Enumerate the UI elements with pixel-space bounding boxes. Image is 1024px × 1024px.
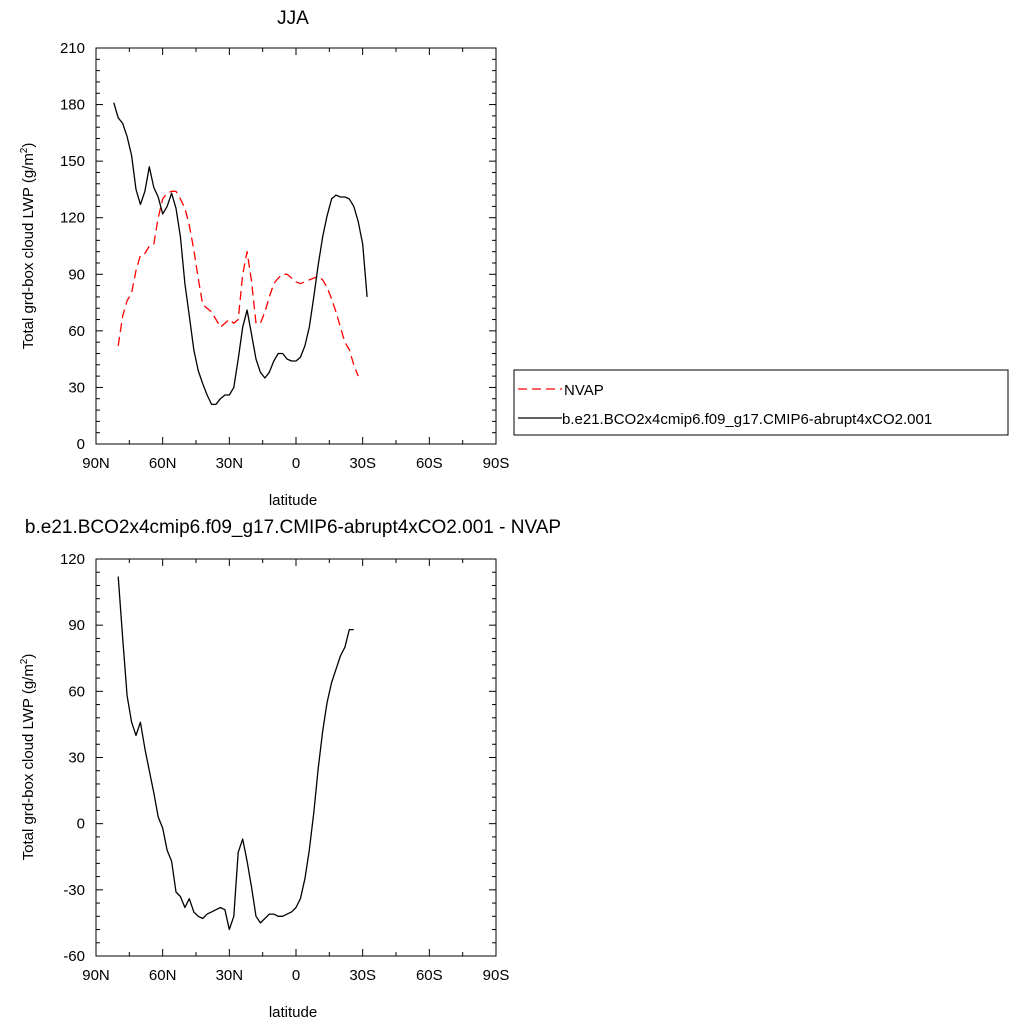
x-tick-label: 0	[292, 967, 300, 984]
plot-frame	[95, 47, 497, 445]
y-tick-label: 210	[60, 40, 85, 57]
x-tick-label: 90S	[483, 455, 510, 472]
chart-jja: JJA 90N 60N 30N 0 30S 60S 90S 0 30 60 90 120 150 180…	[19, 8, 1009, 509]
x-tick-label: 30S	[349, 967, 376, 984]
x-axis-label: latitude	[269, 1004, 317, 1021]
y-tick-label: 60	[68, 683, 85, 700]
y-axis-label: Total grd-box cloud LWP (g/m2)	[19, 143, 37, 350]
series-line-1	[113, 102, 368, 406]
x-tick-labels: 90N 60N 30N 0 30S 60S 90S	[82, 455, 509, 472]
legend-label-nvap: NVAP	[564, 382, 604, 399]
x-tick-label: 60N	[149, 967, 177, 984]
y-axis-label: Total grd-box cloud LWP (g/m2)	[19, 654, 37, 861]
y-tick-label: 60	[68, 323, 85, 340]
x-tick-labels: 90N 60N 30N 0 30S 60S 90S	[82, 967, 509, 984]
y-tick-label: 120	[60, 210, 85, 227]
y-tick-label: 90	[68, 617, 85, 634]
chart-title: b.e21.BCO2x4cmip6.f09_g17.CMIP6-abrupt4x…	[25, 517, 561, 538]
y-tick-label: 30	[68, 379, 85, 396]
y-tick-labels: 0 30 60 90 120 150 180 210	[60, 40, 85, 453]
tick-marks	[95, 558, 497, 957]
series-line-0	[117, 576, 354, 931]
x-tick-label: 30S	[349, 455, 376, 472]
x-tick-label: 60S	[416, 967, 443, 984]
y-tick-label: -60	[63, 948, 85, 965]
x-tick-label: 60N	[149, 455, 177, 472]
plot-frame	[95, 558, 497, 957]
y-tick-label: 90	[68, 266, 85, 283]
x-tick-label: 90N	[82, 455, 110, 472]
x-tick-label: 90S	[483, 967, 510, 984]
x-tick-label: 0	[292, 455, 300, 472]
chart-difference: b.e21.BCO2x4cmip6.f09_g17.CMIP6-abrupt4x…	[19, 517, 561, 1021]
y-tick-label: 150	[60, 153, 85, 170]
series-line-0	[117, 190, 359, 377]
y-tick-label: -30	[63, 882, 85, 899]
y-tick-label: 30	[68, 750, 85, 767]
x-tick-label: 30N	[216, 455, 244, 472]
x-tick-label: 60S	[416, 455, 443, 472]
y-tick-label: 0	[77, 816, 85, 833]
y-tick-label: 0	[77, 436, 85, 453]
x-tick-label: 30N	[216, 967, 244, 984]
y-tick-label: 180	[60, 97, 85, 114]
y-tick-label: 120	[60, 551, 85, 568]
chart-title: JJA	[277, 8, 309, 29]
series-layer	[113, 102, 368, 406]
tick-marks	[95, 47, 497, 445]
legend-label-model: b.e21.BCO2x4cmip6.f09_g17.CMIP6-abrupt4x…	[562, 411, 932, 428]
y-tick-labels: -60 -30 0 30 60 90 120	[60, 551, 85, 965]
legend: NVAP b.e21.BCO2x4cmip6.f09_g17.CMIP6-abr…	[513, 369, 1009, 436]
series-layer	[117, 576, 354, 931]
legend-box	[513, 369, 1009, 436]
x-axis-label: latitude	[269, 492, 317, 509]
x-tick-label: 90N	[82, 967, 110, 984]
